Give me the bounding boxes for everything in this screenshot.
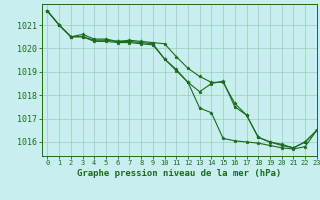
X-axis label: Graphe pression niveau de la mer (hPa): Graphe pression niveau de la mer (hPa) bbox=[77, 169, 281, 178]
